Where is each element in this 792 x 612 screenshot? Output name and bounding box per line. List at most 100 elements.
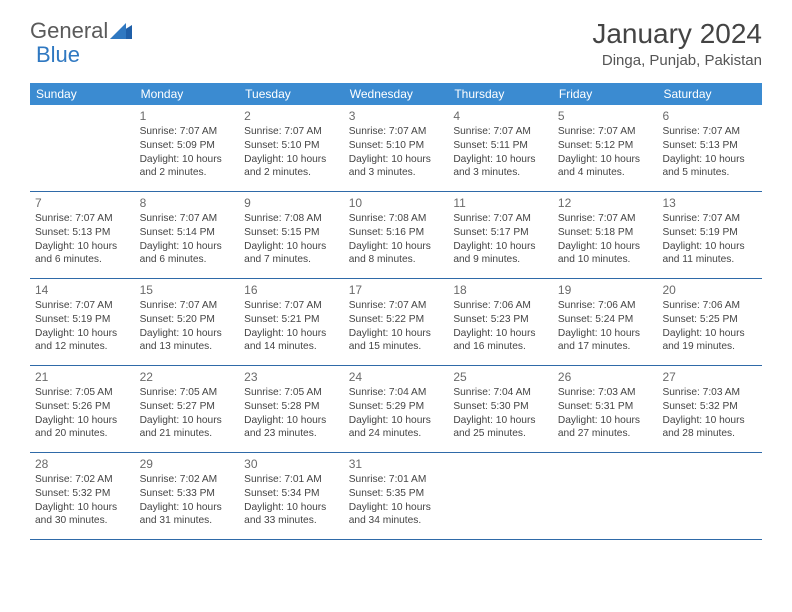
- day-info-line: Sunset: 5:23 PM: [453, 313, 548, 327]
- weeks-container: 1Sunrise: 7:07 AMSunset: 5:09 PMDaylight…: [30, 105, 762, 540]
- day-cell: 22Sunrise: 7:05 AMSunset: 5:27 PMDayligh…: [135, 366, 240, 452]
- day-info-line: Sunset: 5:17 PM: [453, 226, 548, 240]
- day-info-line: Sunrise: 7:07 AM: [662, 125, 757, 139]
- day-info-line: and 34 minutes.: [349, 514, 444, 528]
- day-info-line: and 31 minutes.: [140, 514, 235, 528]
- day-info-line: and 13 minutes.: [140, 340, 235, 354]
- day-info-line: Sunset: 5:19 PM: [35, 313, 130, 327]
- day-number: 24: [349, 369, 444, 385]
- day-info-line: and 21 minutes.: [140, 427, 235, 441]
- day-number: 1: [140, 108, 235, 124]
- day-info-line: Sunrise: 7:03 AM: [662, 386, 757, 400]
- day-number: 13: [662, 195, 757, 211]
- day-info-line: Sunset: 5:34 PM: [244, 487, 339, 501]
- day-info-line: Sunset: 5:15 PM: [244, 226, 339, 240]
- day-info-line: Sunrise: 7:02 AM: [35, 473, 130, 487]
- dow-saturday: Saturday: [657, 83, 762, 105]
- day-info-line: Sunrise: 7:07 AM: [35, 299, 130, 313]
- day-cell: 2Sunrise: 7:07 AMSunset: 5:10 PMDaylight…: [239, 105, 344, 191]
- day-info-line: and 8 minutes.: [349, 253, 444, 267]
- day-cell: 6Sunrise: 7:07 AMSunset: 5:13 PMDaylight…: [657, 105, 762, 191]
- day-info-line: and 5 minutes.: [662, 166, 757, 180]
- dow-monday: Monday: [135, 83, 240, 105]
- day-info-line: Sunset: 5:13 PM: [662, 139, 757, 153]
- month-title: January 2024: [592, 18, 762, 50]
- dow-thursday: Thursday: [448, 83, 553, 105]
- day-cell: 5Sunrise: 7:07 AMSunset: 5:12 PMDaylight…: [553, 105, 658, 191]
- day-number: 17: [349, 282, 444, 298]
- day-cell: 30Sunrise: 7:01 AMSunset: 5:34 PMDayligh…: [239, 453, 344, 539]
- day-info-line: Sunset: 5:30 PM: [453, 400, 548, 414]
- week-row: 28Sunrise: 7:02 AMSunset: 5:32 PMDayligh…: [30, 453, 762, 540]
- day-number: 19: [558, 282, 653, 298]
- brand-text-blue-wrap: Blue: [36, 42, 80, 68]
- day-cell: 20Sunrise: 7:06 AMSunset: 5:25 PMDayligh…: [657, 279, 762, 365]
- day-number: 5: [558, 108, 653, 124]
- week-row: 1Sunrise: 7:07 AMSunset: 5:09 PMDaylight…: [30, 105, 762, 192]
- day-cell: 28Sunrise: 7:02 AMSunset: 5:32 PMDayligh…: [30, 453, 135, 539]
- day-info-line: Sunset: 5:21 PM: [244, 313, 339, 327]
- day-info-line: Sunset: 5:10 PM: [244, 139, 339, 153]
- day-info-line: Sunset: 5:33 PM: [140, 487, 235, 501]
- day-info-line: Daylight: 10 hours: [558, 414, 653, 428]
- day-info-line: Daylight: 10 hours: [140, 501, 235, 515]
- day-info-line: Sunrise: 7:01 AM: [244, 473, 339, 487]
- day-cell: 11Sunrise: 7:07 AMSunset: 5:17 PMDayligh…: [448, 192, 553, 278]
- day-info-line: and 11 minutes.: [662, 253, 757, 267]
- day-number: 12: [558, 195, 653, 211]
- day-info-line: Sunrise: 7:07 AM: [349, 299, 444, 313]
- dow-friday: Friday: [553, 83, 658, 105]
- day-info-line: Daylight: 10 hours: [35, 501, 130, 515]
- day-number: 11: [453, 195, 548, 211]
- day-info-line: Daylight: 10 hours: [244, 501, 339, 515]
- day-info-line: Daylight: 10 hours: [349, 153, 444, 167]
- day-number: 29: [140, 456, 235, 472]
- day-number: 7: [35, 195, 130, 211]
- day-number: 30: [244, 456, 339, 472]
- brand-logo: General: [30, 18, 134, 44]
- day-number: 22: [140, 369, 235, 385]
- day-info-line: Daylight: 10 hours: [662, 240, 757, 254]
- week-row: 7Sunrise: 7:07 AMSunset: 5:13 PMDaylight…: [30, 192, 762, 279]
- day-info-line: Sunrise: 7:03 AM: [558, 386, 653, 400]
- calendar-grid: Sunday Monday Tuesday Wednesday Thursday…: [30, 83, 762, 540]
- day-cell: 8Sunrise: 7:07 AMSunset: 5:14 PMDaylight…: [135, 192, 240, 278]
- day-info-line: Sunset: 5:31 PM: [558, 400, 653, 414]
- day-number: 4: [453, 108, 548, 124]
- day-number: 9: [244, 195, 339, 211]
- day-info-line: and 6 minutes.: [35, 253, 130, 267]
- day-info-line: Sunrise: 7:08 AM: [244, 212, 339, 226]
- day-info-line: and 23 minutes.: [244, 427, 339, 441]
- day-number: 23: [244, 369, 339, 385]
- day-cell: [448, 453, 553, 539]
- week-row: 21Sunrise: 7:05 AMSunset: 5:26 PMDayligh…: [30, 366, 762, 453]
- day-cell: [553, 453, 658, 539]
- day-info-line: Sunset: 5:28 PM: [244, 400, 339, 414]
- day-number: 20: [662, 282, 757, 298]
- day-info-line: and 24 minutes.: [349, 427, 444, 441]
- day-info-line: Sunset: 5:11 PM: [453, 139, 548, 153]
- day-cell: 29Sunrise: 7:02 AMSunset: 5:33 PMDayligh…: [135, 453, 240, 539]
- day-info-line: Sunrise: 7:05 AM: [140, 386, 235, 400]
- week-row: 14Sunrise: 7:07 AMSunset: 5:19 PMDayligh…: [30, 279, 762, 366]
- day-info-line: and 3 minutes.: [453, 166, 548, 180]
- day-info-line: Sunrise: 7:06 AM: [453, 299, 548, 313]
- day-info-line: Sunrise: 7:07 AM: [349, 125, 444, 139]
- day-info-line: Sunrise: 7:07 AM: [140, 212, 235, 226]
- day-info-line: Sunrise: 7:01 AM: [349, 473, 444, 487]
- day-info-line: Sunset: 5:16 PM: [349, 226, 444, 240]
- day-info-line: Sunrise: 7:07 AM: [662, 212, 757, 226]
- day-cell: 25Sunrise: 7:04 AMSunset: 5:30 PMDayligh…: [448, 366, 553, 452]
- day-info-line: Sunset: 5:12 PM: [558, 139, 653, 153]
- day-info-line: Sunrise: 7:05 AM: [35, 386, 130, 400]
- day-info-line: and 2 minutes.: [140, 166, 235, 180]
- day-info-line: Daylight: 10 hours: [558, 240, 653, 254]
- day-info-line: Sunrise: 7:04 AM: [349, 386, 444, 400]
- day-info-line: Daylight: 10 hours: [35, 414, 130, 428]
- day-cell: 13Sunrise: 7:07 AMSunset: 5:19 PMDayligh…: [657, 192, 762, 278]
- title-block: January 2024 Dinga, Punjab, Pakistan: [592, 18, 762, 69]
- day-info-line: Daylight: 10 hours: [349, 414, 444, 428]
- day-info-line: and 4 minutes.: [558, 166, 653, 180]
- day-info-line: Daylight: 10 hours: [244, 153, 339, 167]
- day-cell: 24Sunrise: 7:04 AMSunset: 5:29 PMDayligh…: [344, 366, 449, 452]
